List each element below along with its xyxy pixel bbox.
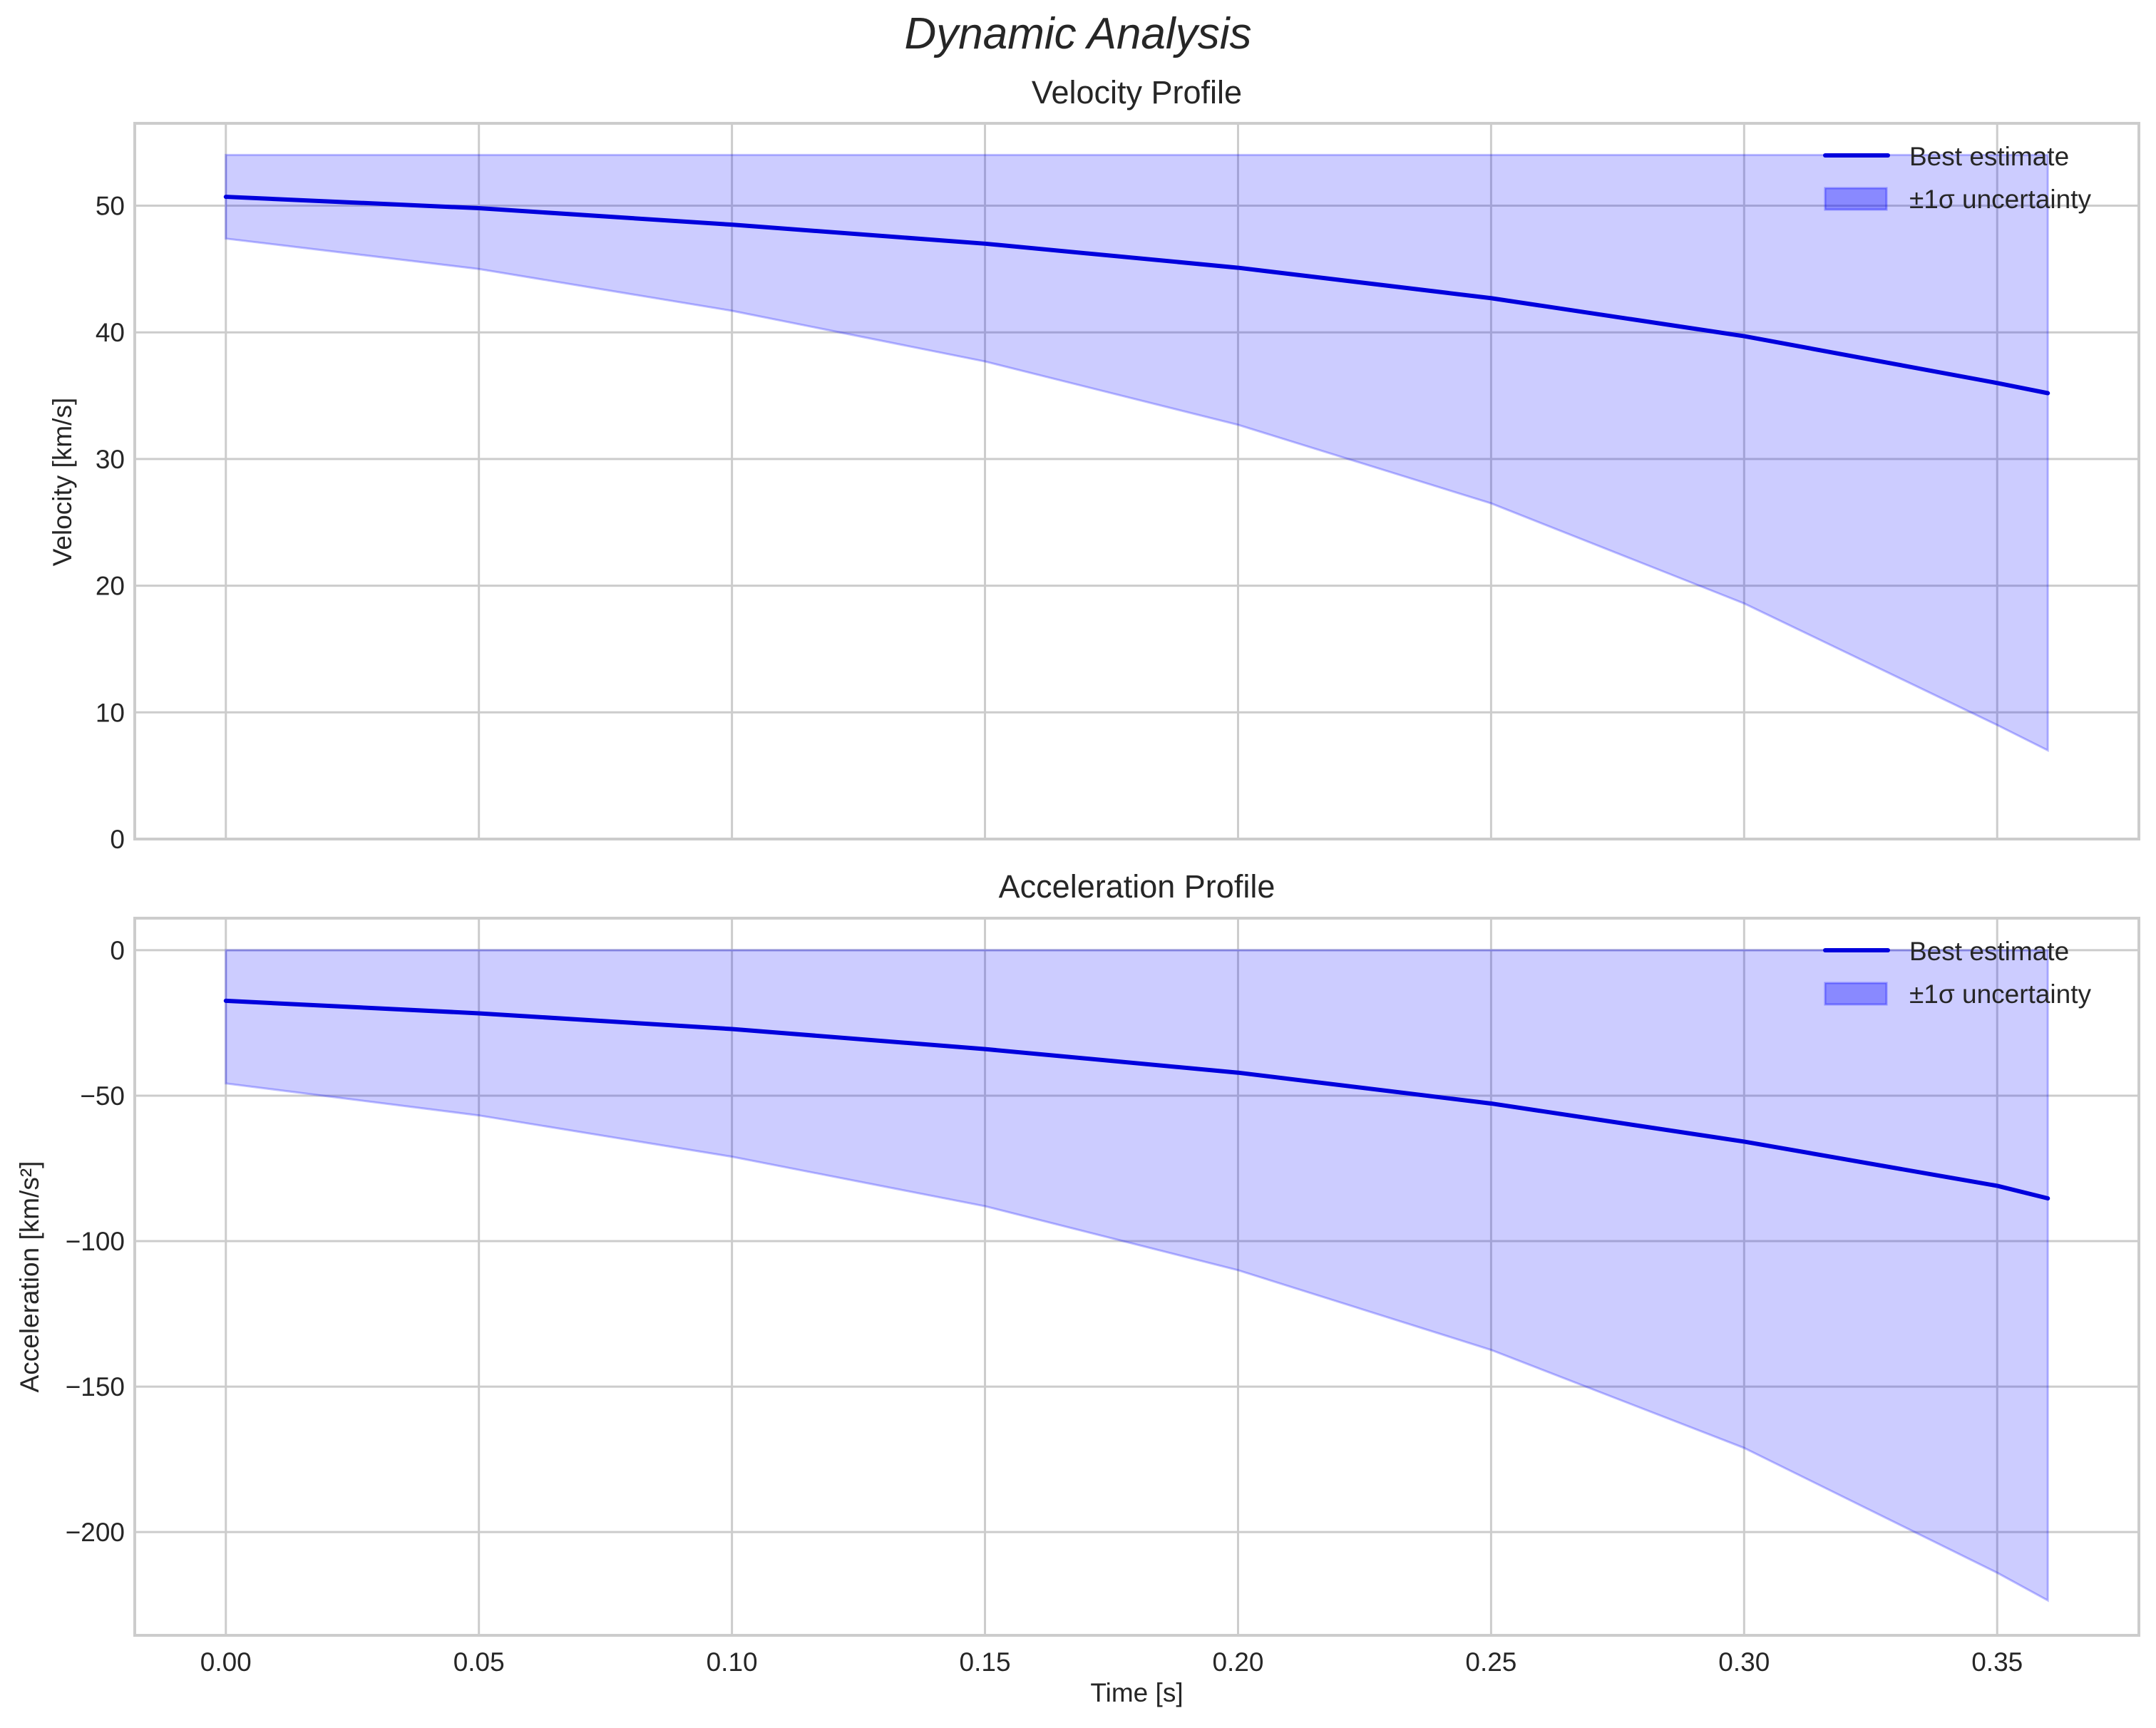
velocity-panel-title: Velocity Profile (1031, 74, 1243, 110)
legend-label-uncertainty: ±1σ uncertainty (1909, 185, 2091, 214)
velocity-uncertainty-band (225, 153, 2049, 753)
acceleration-xtick-label: 0.15 (960, 1647, 1011, 1677)
acceleration-xtick-label: 0.30 (1718, 1647, 1770, 1677)
velocity-ytick-label: 30 (96, 445, 125, 474)
velocity-best-estimate-line (223, 195, 2050, 396)
acceleration-ytick-label: −150 (66, 1372, 125, 1402)
acceleration-axes: 0 −50 −100 −150 −200 0.00 0.05 0.10 0.15 0.20 0.25… (66, 917, 2140, 1677)
acceleration-xtick-label: 0.20 (1212, 1647, 1263, 1677)
acceleration-xtick-label: 0.35 (1971, 1647, 2023, 1677)
patch-swatch-icon (1824, 187, 1888, 211)
velocity-axes: 0 10 20 30 40 50 Best estimate ±1σ uncertainty (96, 122, 2140, 854)
legend-label-best-estimate: Best estimate (1909, 142, 2069, 171)
velocity-ytick-label: 40 (96, 318, 125, 347)
acceleration-uncertainty-band (225, 949, 2049, 1603)
acceleration-grid (135, 918, 2139, 1635)
velocity-ytick-label: 0 (110, 825, 125, 854)
acceleration-best-estimate-line (223, 998, 2050, 1201)
legend-label-uncertainty: ±1σ uncertainty (1909, 979, 2091, 1009)
velocity-ytick-label: 10 (96, 698, 125, 727)
acceleration-xtick-label: 0.25 (1465, 1647, 1516, 1677)
velocity-legend: Best estimate ±1σ uncertainty (1823, 142, 2091, 214)
acceleration-panel-title: Acceleration Profile (998, 868, 1275, 905)
acceleration-legend: Best estimate ±1σ uncertainty (1823, 937, 2091, 1009)
acceleration-xtick-label: 0.05 (453, 1647, 505, 1677)
velocity-ytick-label: 20 (96, 572, 125, 601)
legend-label-best-estimate: Best estimate (1909, 937, 2069, 966)
acceleration-ytick-label: −200 (66, 1518, 125, 1547)
acceleration-xtick-label: 0.00 (200, 1647, 252, 1677)
velocity-ytick-label: 50 (96, 192, 125, 221)
acceleration-ytick-label: 0 (110, 936, 125, 965)
acceleration-xtick-label: 0.10 (707, 1647, 758, 1677)
acceleration-spines (133, 917, 2140, 1637)
velocity-spines (133, 122, 2140, 840)
acceleration-ytick-label: −100 (66, 1227, 125, 1256)
figure-suptitle: Dynamic Analysis (904, 9, 1252, 58)
x-axis-label: Time [s] (1090, 1678, 1184, 1707)
acceleration-ytick-label: −50 (80, 1081, 125, 1111)
patch-swatch-icon (1824, 982, 1888, 1006)
